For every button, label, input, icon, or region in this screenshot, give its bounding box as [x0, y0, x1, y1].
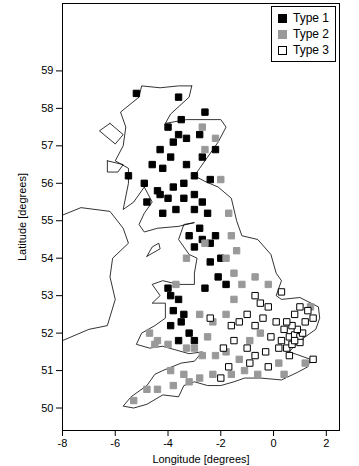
html-text:Type 1: Type 1 — [293, 11, 329, 25]
svg-text:59: 59 — [41, 64, 53, 76]
svg-text:Longitude [degrees]: Longitude [degrees] — [152, 453, 249, 465]
svg-text:58: 58 — [41, 102, 53, 114]
svg-text:-4: -4 — [163, 437, 173, 449]
svg-text:-8: -8 — [58, 437, 68, 449]
svg-text:2: 2 — [323, 437, 329, 449]
svg-text:57: 57 — [41, 139, 53, 151]
svg-text:-2: -2 — [216, 437, 226, 449]
svg-text:56: 56 — [41, 177, 53, 189]
svg-text:-6: -6 — [110, 437, 120, 449]
svg-text:55: 55 — [41, 214, 53, 226]
svg-text:Latitude [degrees]: Latitude [degrees] — [16, 173, 28, 261]
svg-text:53: 53 — [41, 289, 53, 301]
svg-text:50: 50 — [41, 402, 53, 414]
svg-text:0: 0 — [270, 437, 276, 449]
html-text:Type 3: Type 3 — [293, 43, 329, 57]
svg-text:51: 51 — [41, 364, 53, 376]
svg-text:54: 54 — [41, 252, 53, 264]
svg-text:52: 52 — [41, 327, 53, 339]
html-text:Type 2: Type 2 — [293, 27, 329, 41]
